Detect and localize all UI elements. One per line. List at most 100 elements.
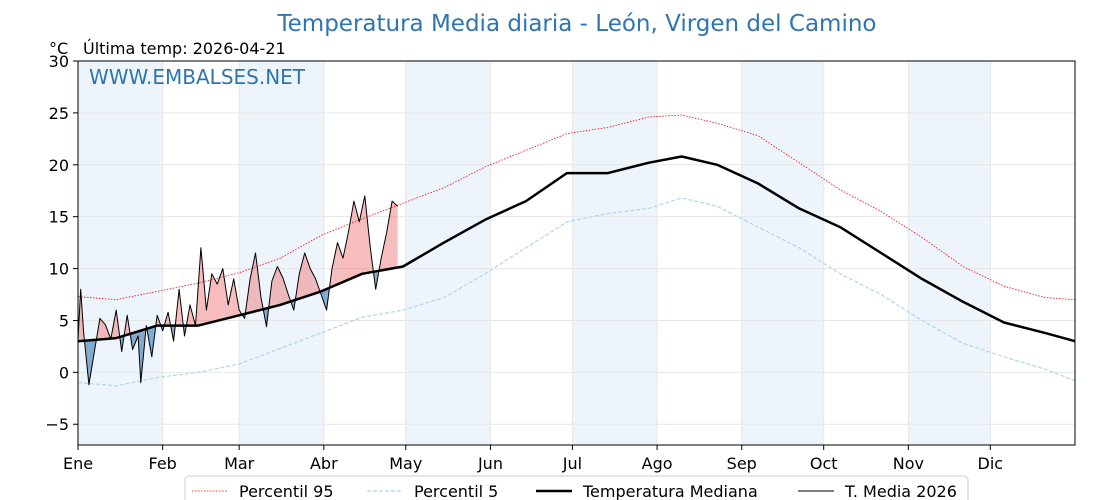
fill-above-median bbox=[337, 242, 339, 285]
fill-above-median bbox=[202, 263, 203, 325]
fill-above-median bbox=[383, 245, 384, 271]
fill-above-median bbox=[344, 248, 346, 282]
fill-above-median bbox=[353, 201, 354, 278]
series-line-percentil-95 bbox=[77, 114, 1076, 301]
x-tick-label: Nov bbox=[893, 454, 924, 473]
fill-above-median bbox=[336, 245, 337, 285]
fill-above-median bbox=[366, 208, 367, 274]
fill-above-median bbox=[348, 228, 350, 280]
fill-above-median bbox=[101, 320, 103, 340]
y-tick-label: 5 bbox=[59, 311, 69, 330]
fill-above-median bbox=[394, 203, 395, 269]
fill-above-median bbox=[231, 285, 233, 318]
fill-above-median bbox=[200, 247, 202, 325]
series-lines bbox=[77, 114, 1076, 387]
fill-above-median bbox=[249, 278, 251, 313]
fill-above-median bbox=[225, 286, 227, 319]
fill-above-median bbox=[102, 321, 104, 340]
fill-above-median bbox=[304, 253, 305, 298]
fill-above-median bbox=[217, 282, 218, 321]
fill-above-median bbox=[211, 273, 212, 323]
fill-above-median bbox=[310, 269, 312, 295]
x-tick-label: Ene bbox=[63, 454, 93, 473]
fill-above-median bbox=[316, 280, 318, 293]
fill-above-median bbox=[368, 228, 369, 273]
fill-above-median bbox=[258, 275, 259, 311]
fill-below-median bbox=[151, 327, 152, 357]
fill-above-median bbox=[395, 204, 397, 268]
fill-below-median bbox=[133, 332, 135, 347]
fill-above-median bbox=[356, 211, 358, 277]
fill-above-median bbox=[256, 264, 258, 311]
x-tick-label: Oct bbox=[810, 454, 838, 473]
fill-above-median bbox=[115, 310, 117, 339]
fill-above-median bbox=[349, 220, 351, 280]
legend: Percentil 95 Percentil 5 Temperatura Media… bbox=[184, 475, 969, 500]
fill-below-median bbox=[90, 340, 91, 377]
fill-above-median bbox=[283, 279, 285, 304]
chart-title: Temperatura Media diaria - León, Virgen … bbox=[277, 11, 877, 37]
fill-above-median bbox=[235, 290, 237, 317]
fill-above-median bbox=[306, 258, 308, 297]
fill-above-median bbox=[392, 201, 393, 269]
fill-above-median bbox=[235, 286, 236, 317]
fill-above-median bbox=[281, 275, 283, 305]
fill-above-median bbox=[254, 253, 256, 312]
fill-above-median bbox=[213, 277, 215, 322]
fill-below-median bbox=[324, 289, 326, 307]
fill-above-median bbox=[190, 307, 192, 326]
fill-above-median bbox=[347, 235, 348, 281]
y-unit-label: °C bbox=[49, 39, 68, 58]
fill-above-median bbox=[385, 235, 386, 270]
fill-above-median bbox=[284, 282, 285, 304]
fill-above-median bbox=[218, 278, 220, 321]
fill-above-median bbox=[199, 257, 201, 326]
fill-below-median bbox=[90, 340, 92, 373]
fill-above-median bbox=[285, 286, 287, 304]
fill-above-median bbox=[388, 216, 390, 270]
fill-above-median bbox=[390, 208, 391, 269]
fill-above-median bbox=[333, 258, 335, 287]
fill-above-median bbox=[389, 212, 391, 269]
fill-above-median bbox=[223, 273, 225, 320]
fill-below-median bbox=[133, 332, 134, 348]
fill-above-median bbox=[179, 289, 180, 326]
fill-above-median bbox=[306, 256, 307, 297]
x-axis: Ene Feb Mar Abr May Jun Jul Ago Sep Oct Nov Dic bbox=[63, 445, 1003, 473]
fill-above-median bbox=[308, 264, 310, 296]
fill-above-median bbox=[220, 274, 221, 321]
fill-below-median bbox=[151, 327, 153, 357]
fill-above-median bbox=[347, 232, 349, 280]
month-band bbox=[405, 61, 491, 445]
fill-above-median bbox=[308, 262, 309, 296]
fill-below-median bbox=[323, 289, 325, 305]
y-tick-label: −5 bbox=[45, 415, 69, 434]
fill-above-median bbox=[250, 275, 251, 313]
fill-above-median bbox=[215, 281, 217, 322]
fill-above-median bbox=[103, 322, 104, 340]
fill-above-median bbox=[364, 195, 366, 274]
fill-above-median bbox=[253, 259, 255, 312]
fill-above-median bbox=[314, 277, 316, 294]
fill-above-median bbox=[209, 282, 211, 323]
fill-above-median bbox=[315, 278, 317, 294]
series-line-temperatura-mediana bbox=[77, 155, 1076, 343]
y-tick-label: 25 bbox=[49, 104, 69, 123]
fill-above-median bbox=[279, 270, 281, 306]
fill-above-median bbox=[280, 272, 281, 305]
fill-above-median bbox=[310, 268, 311, 295]
fill-above-median bbox=[396, 205, 397, 268]
fill-below-median bbox=[88, 340, 90, 385]
fill-above-median bbox=[340, 250, 341, 284]
fill-above-median bbox=[282, 276, 283, 305]
fill-above-median bbox=[299, 271, 300, 299]
fill-above-median bbox=[301, 263, 302, 298]
fill-above-median bbox=[277, 266, 279, 306]
x-tick-label: May bbox=[389, 454, 422, 473]
fill-above-median bbox=[208, 291, 210, 324]
fill-above-median bbox=[233, 278, 235, 317]
fill-above-median bbox=[284, 284, 286, 304]
fill-above-median bbox=[221, 270, 223, 320]
fill-above-median bbox=[273, 275, 274, 307]
fill-above-median bbox=[360, 215, 361, 275]
